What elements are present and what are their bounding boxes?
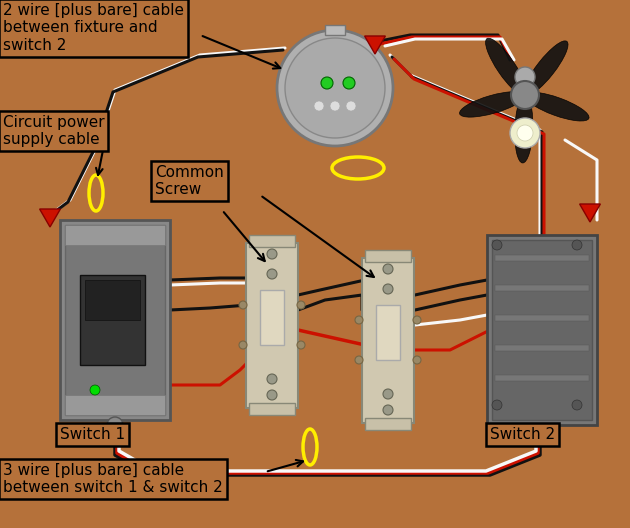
Text: Circuit power
supply cable: Circuit power supply cable (3, 115, 105, 147)
Circle shape (330, 101, 340, 111)
Circle shape (239, 301, 247, 309)
Circle shape (413, 316, 421, 324)
Circle shape (383, 284, 393, 294)
Circle shape (383, 389, 393, 399)
Circle shape (267, 374, 277, 384)
Circle shape (267, 249, 277, 259)
Circle shape (314, 101, 324, 111)
Circle shape (355, 356, 363, 364)
Bar (65, 225, 165, 245)
Bar (80, 275, 145, 365)
Bar (495, 255, 589, 261)
Bar (65, 225, 165, 415)
Circle shape (267, 269, 277, 279)
Circle shape (492, 240, 502, 250)
Bar (376, 305, 400, 360)
Circle shape (383, 405, 393, 415)
Bar (60, 220, 170, 420)
Bar (249, 235, 295, 247)
Bar (495, 285, 589, 291)
Circle shape (90, 385, 100, 395)
Text: Switch 2: Switch 2 (490, 427, 555, 442)
Bar (325, 25, 345, 35)
Circle shape (517, 125, 533, 141)
Circle shape (511, 81, 539, 109)
Circle shape (297, 301, 305, 309)
Circle shape (321, 77, 333, 89)
Circle shape (515, 67, 535, 87)
Bar (65, 395, 165, 415)
Circle shape (285, 38, 385, 138)
Ellipse shape (459, 92, 525, 117)
Bar (495, 315, 589, 321)
Circle shape (510, 118, 540, 148)
Text: Common
Screw: Common Screw (155, 165, 224, 197)
Bar (260, 290, 284, 345)
Circle shape (239, 341, 247, 349)
Circle shape (492, 400, 502, 410)
Bar (487, 235, 597, 425)
Circle shape (297, 341, 305, 349)
Bar (365, 418, 411, 430)
Bar (492, 240, 592, 420)
Ellipse shape (525, 92, 589, 121)
Circle shape (343, 77, 355, 89)
Bar (85, 280, 140, 320)
Bar (246, 243, 298, 408)
Circle shape (267, 390, 277, 400)
Text: Switch 1: Switch 1 (60, 427, 125, 442)
Circle shape (107, 417, 123, 433)
Circle shape (383, 264, 393, 274)
Bar (495, 345, 589, 351)
Circle shape (277, 30, 393, 146)
Circle shape (413, 356, 421, 364)
Circle shape (572, 240, 582, 250)
Circle shape (572, 400, 582, 410)
Ellipse shape (515, 95, 533, 163)
Ellipse shape (486, 38, 527, 96)
Bar (362, 258, 414, 423)
Text: 2 wire [plus bare] cable
between fixture and
switch 2: 2 wire [plus bare] cable between fixture… (3, 3, 184, 53)
Circle shape (346, 101, 356, 111)
Bar (249, 403, 295, 415)
Bar (495, 375, 589, 381)
Text: 3 wire [plus bare] cable
between switch 1 & switch 2: 3 wire [plus bare] cable between switch … (3, 463, 223, 495)
Circle shape (355, 316, 363, 324)
Ellipse shape (524, 41, 568, 96)
Bar (365, 250, 411, 262)
